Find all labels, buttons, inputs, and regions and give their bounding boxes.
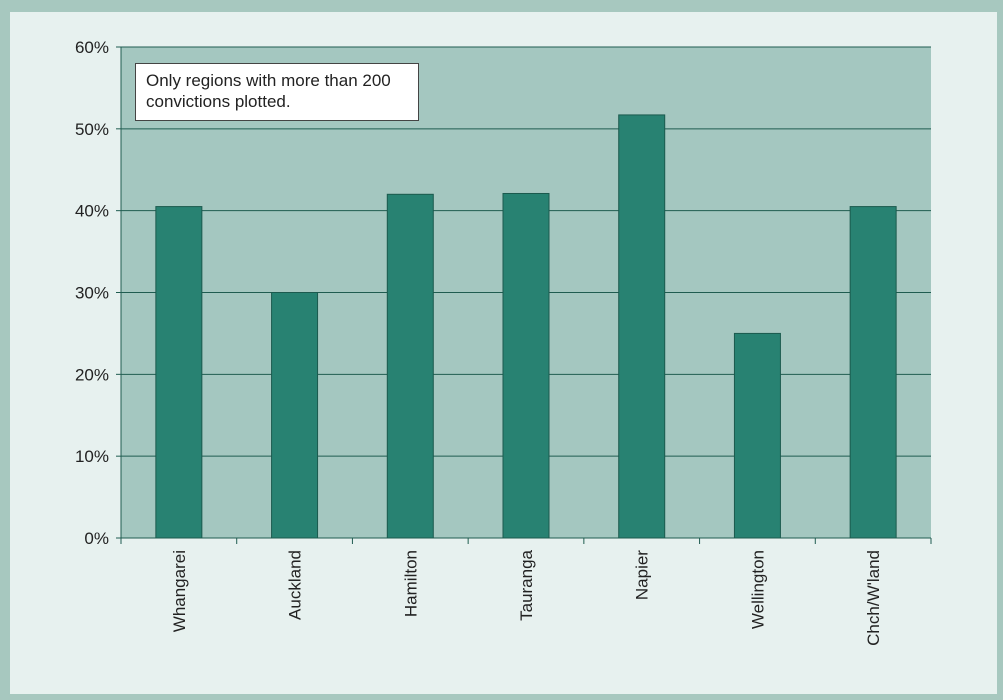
bar [386, 193, 434, 539]
x-category-label: Chch/W'land [864, 550, 883, 646]
y-tick-label: 40% [75, 202, 109, 221]
x-category-label: Wellington [748, 550, 767, 629]
x-category-label: Hamilton [401, 550, 420, 617]
bar [618, 114, 666, 539]
y-tick-label: 0% [84, 529, 109, 548]
bar [849, 206, 897, 539]
x-category-label: Tauranga [517, 549, 536, 620]
x-category-label: Whangarei [170, 550, 189, 632]
bar [502, 192, 550, 539]
chart-annotation: Only regions with more than 200 convicti… [135, 63, 419, 121]
bar [733, 332, 781, 539]
y-tick-label: 30% [75, 284, 109, 303]
y-tick-label: 20% [75, 365, 109, 384]
x-category-label: Napier [633, 550, 652, 600]
x-category-label: Auckland [286, 550, 305, 620]
y-tick-label: 60% [75, 38, 109, 57]
y-tick-label: 10% [75, 447, 109, 466]
bar [271, 292, 319, 539]
y-tick-label: 50% [75, 120, 109, 139]
bar [155, 206, 203, 539]
